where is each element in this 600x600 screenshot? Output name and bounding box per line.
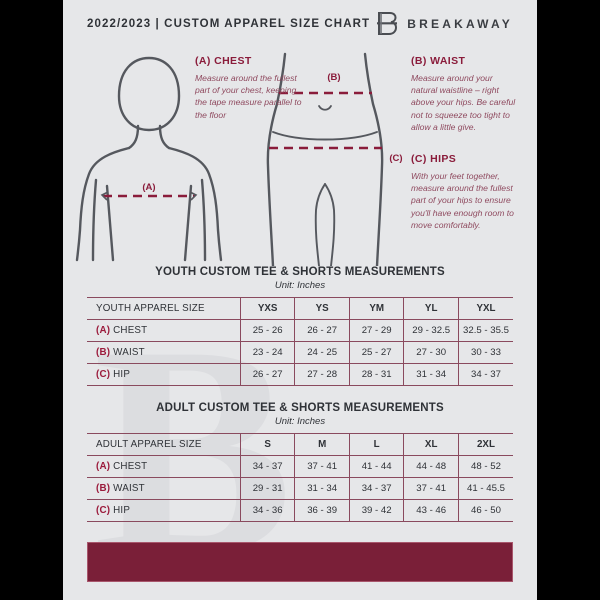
adult-r1-c4: 41 - 45.5 [457, 477, 513, 500]
youth-row-2-label: (C) HIP [87, 363, 241, 386]
hips-marker-label: (C) [389, 153, 402, 164]
youth-size-table: YOUTH APPAREL SIZE YXS YS YM YL YXL (A) … [87, 297, 513, 386]
adult-column-4: 2XL [457, 433, 513, 456]
callout-hips-title: (C) HIPS [411, 153, 457, 165]
adult-r0-c0: 34 - 37 [239, 455, 295, 478]
callout-chest-title: (A) CHEST [195, 55, 252, 67]
youth-measurements-block: YOUTH CUSTOM TEE & SHORTS MEASUREMENTS U… [63, 266, 537, 386]
adult-row-1-name: WAIST [113, 483, 145, 494]
adult-r0-c3: 44 - 48 [403, 455, 459, 478]
youth-r2-c0: 26 - 27 [239, 363, 295, 386]
youth-row-2-tag: (C) [96, 369, 111, 380]
adult-r0-c2: 41 - 44 [348, 455, 404, 478]
waist-marker-label: (B) [327, 72, 340, 83]
adult-r1-c1: 31 - 34 [294, 477, 350, 500]
youth-r0-c4: 32.5 - 35.5 [457, 319, 513, 342]
youth-r2-c2: 28 - 31 [348, 363, 404, 386]
callout-waist-title: (B) WAIST [411, 55, 466, 67]
youth-table-unit: Unit: Inches [274, 280, 326, 291]
adult-row-1-label: (B) WAIST [87, 477, 241, 500]
table-row: (A) CHEST 34 - 37 37 - 41 41 - 44 44 - 4… [87, 455, 513, 478]
youth-r0-c1: 26 - 27 [294, 319, 350, 342]
callout-chest-body: Measure around the fullest part of your … [195, 73, 302, 120]
adult-column-0: S [239, 433, 295, 456]
adult-r1-c2: 34 - 37 [348, 477, 404, 500]
youth-row-header-label: YOUTH APPAREL SIZE [87, 297, 241, 320]
youth-row-1-tag: (B) [96, 347, 111, 358]
callout-chest: (A) CHEST Measure around the fullest par… [195, 55, 307, 121]
adult-table-unit: Unit: Inches [274, 416, 326, 427]
lower-body-hips-figure [266, 52, 384, 266]
adult-row-2-tag: (C) [96, 505, 111, 516]
chest-measure-line [100, 191, 198, 201]
measurement-figures: (A) (B) (C) [75, 52, 403, 266]
page-header: 2022/2023 | CUSTOM APPAREL SIZE CHART BR… [63, 0, 537, 48]
brand-name: BREAKAWAY [407, 17, 513, 31]
measurement-diagram: (A) (B) (C) (A) CHEST [63, 48, 537, 266]
breakaway-b-monogram-icon [377, 12, 398, 35]
youth-r1-c0: 23 - 24 [239, 341, 295, 364]
youth-column-1: YS [294, 297, 350, 320]
callout-waist-body: Measure around your natural waistline – … [411, 73, 516, 132]
chest-marker-label: (A) [142, 182, 155, 193]
adult-r2-c0: 34 - 36 [239, 499, 295, 522]
table-row: (B) WAIST 29 - 31 31 - 34 34 - 37 37 - 4… [87, 477, 513, 500]
youth-r2-c1: 27 - 28 [294, 363, 350, 386]
brand-lockup: BREAKAWAY [376, 11, 513, 37]
table-header-row: YOUTH APPAREL SIZE YXS YS YM YL YXL [87, 297, 513, 320]
youth-column-4: YXL [457, 297, 513, 320]
table-row: (B) WAIST 23 - 24 24 - 25 25 - 27 27 - 3… [87, 341, 513, 364]
adult-column-3: XL [403, 433, 459, 456]
adult-row-0-name: CHEST [113, 461, 148, 472]
adult-r2-c3: 43 - 46 [403, 499, 459, 522]
youth-column-3: YL [403, 297, 459, 320]
adult-row-0-label: (A) CHEST [87, 455, 241, 478]
youth-column-2: YM [348, 297, 404, 320]
size-chart-page: B 2022/2023 | CUSTOM APPAREL SIZE CHART … [63, 0, 537, 600]
youth-r0-c3: 29 - 32.5 [403, 319, 459, 342]
adult-measurements-block: ADULT CUSTOM TEE & SHORTS MEASUREMENTS U… [63, 402, 537, 522]
youth-row-1-name: WAIST [113, 347, 145, 358]
youth-row-0-label: (A) CHEST [87, 319, 241, 342]
youth-column-0: YXS [239, 297, 295, 320]
youth-row-0-tag: (A) [96, 325, 111, 336]
adult-r1-c0: 29 - 31 [239, 477, 295, 500]
adult-row-1-tag: (B) [96, 483, 111, 494]
adult-row-2-label: (C) HIP [87, 499, 241, 522]
table-header-row: ADULT APPAREL SIZE S M L XL 2XL [87, 433, 513, 456]
youth-r1-c1: 24 - 25 [294, 341, 350, 364]
adult-table-title: ADULT CUSTOM TEE & SHORTS MEASUREMENTS [156, 402, 444, 414]
footer-banner [87, 542, 513, 582]
youth-table-title: YOUTH CUSTOM TEE & SHORTS MEASUREMENTS [155, 266, 445, 278]
youth-row-0-name: CHEST [113, 325, 148, 336]
adult-row-2-name: HIP [113, 505, 131, 516]
youth-r1-c2: 25 - 27 [348, 341, 404, 364]
adult-r0-c1: 37 - 41 [294, 455, 350, 478]
youth-row-2-name: HIP [113, 369, 131, 380]
adult-r2-c4: 46 - 50 [457, 499, 513, 522]
youth-row-1-label: (B) WAIST [87, 341, 241, 364]
adult-column-2: L [348, 433, 404, 456]
youth-r0-c0: 25 - 26 [239, 319, 295, 342]
youth-r1-c3: 27 - 30 [403, 341, 459, 364]
callout-hips-body: With your feet together, measure around … [411, 171, 514, 230]
adult-column-1: M [294, 433, 350, 456]
adult-r2-c2: 39 - 42 [348, 499, 404, 522]
callout-waist: (B) WAIST Measure around your natural wa… [411, 55, 521, 133]
youth-r1-c4: 30 - 33 [457, 341, 513, 364]
page-title: 2022/2023 | CUSTOM APPAREL SIZE CHART [87, 18, 371, 30]
adult-r0-c4: 48 - 52 [457, 455, 513, 478]
table-row: (C) HIP 34 - 36 36 - 39 39 - 42 43 - 46 … [87, 499, 513, 522]
youth-r2-c4: 34 - 37 [457, 363, 513, 386]
adult-r1-c3: 37 - 41 [403, 477, 459, 500]
youth-r2-c3: 31 - 34 [403, 363, 459, 386]
adult-row-header-label: ADULT APPAREL SIZE [87, 433, 241, 456]
adult-size-table: ADULT APPAREL SIZE S M L XL 2XL (A) CHES… [87, 433, 513, 522]
table-row: (C) HIP 26 - 27 27 - 28 28 - 31 31 - 34 … [87, 363, 513, 386]
adult-r2-c1: 36 - 39 [294, 499, 350, 522]
youth-r0-c2: 27 - 29 [348, 319, 404, 342]
callout-hips: (C) HIPS With your feet together, measur… [411, 153, 521, 231]
table-row: (A) CHEST 25 - 26 26 - 27 27 - 29 29 - 3… [87, 319, 513, 342]
adult-row-0-tag: (A) [96, 461, 111, 472]
